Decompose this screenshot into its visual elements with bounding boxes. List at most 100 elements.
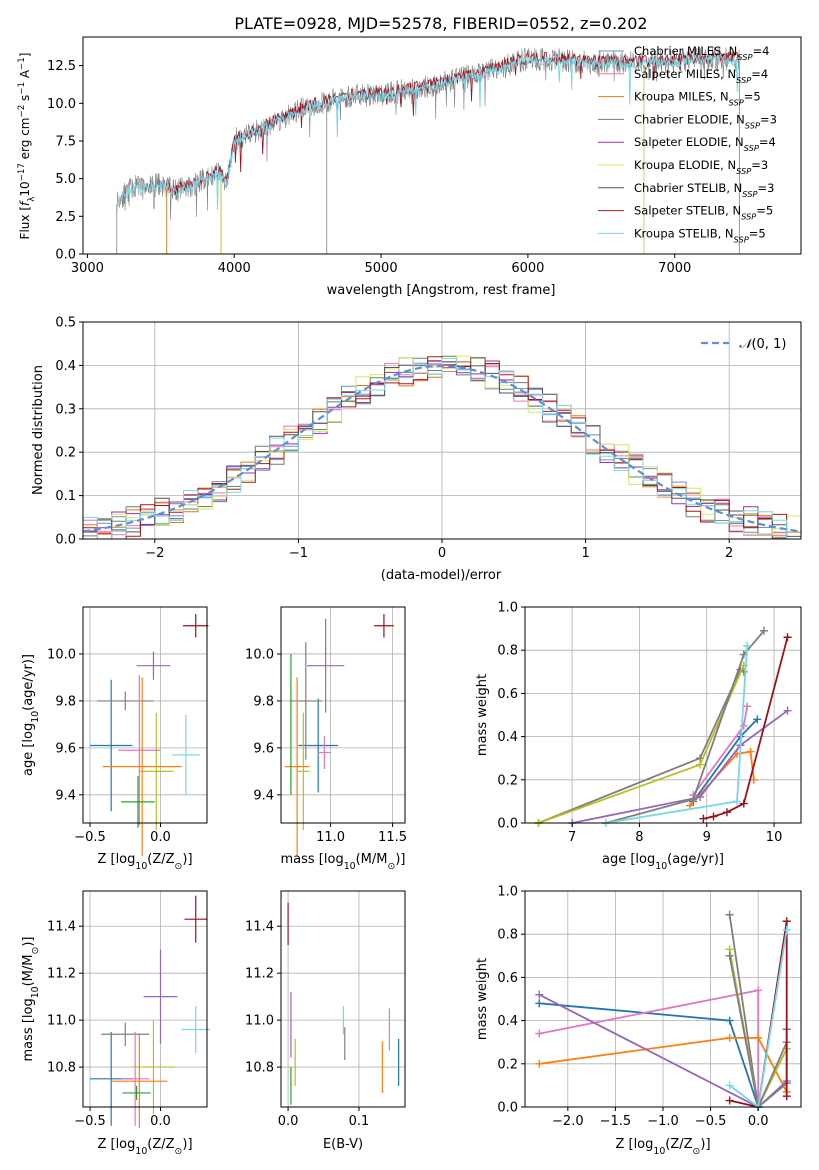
y-tick-label: 9.4 bbox=[253, 788, 274, 803]
y-tick-label: 5.0 bbox=[55, 172, 76, 187]
label-part: 10 bbox=[18, 181, 32, 196]
y-tick-label: 0.4 bbox=[497, 730, 518, 745]
figure-title: PLATE=0928, MJD=52578, FIBERID=0552, z=0… bbox=[234, 14, 647, 33]
weight-marker bbox=[753, 715, 762, 724]
weight-line bbox=[538, 668, 745, 824]
weight-marker bbox=[725, 1016, 734, 1025]
y-axis-label: Flux [fλ10−17 erg cm−2 s−1 A−1] bbox=[17, 53, 37, 240]
y-tick-label: 10.0 bbox=[47, 647, 76, 662]
label-part: ⊙ bbox=[175, 861, 183, 872]
x-tick-label: 0.0 bbox=[150, 1114, 171, 1129]
model-salpeter-stelib bbox=[166, 51, 740, 195]
x-tick-label: −1 bbox=[289, 546, 308, 561]
weight-marker bbox=[739, 799, 748, 808]
label-part: =5 bbox=[744, 90, 761, 104]
label-part: SSP bbox=[742, 189, 757, 199]
label-part: (M/M bbox=[356, 852, 388, 867]
x-tick-label: −2 bbox=[145, 546, 164, 561]
label-part: Salpeter MILES, N bbox=[634, 67, 736, 81]
y-tick-label: 1.0 bbox=[497, 601, 518, 616]
label-part: ⊙ bbox=[387, 861, 395, 872]
y-tick-label: 0.6 bbox=[497, 971, 518, 986]
y-tick-label: 0.8 bbox=[497, 928, 518, 943]
y-tick-label: 10.0 bbox=[245, 647, 274, 662]
label-part: (0, 1) bbox=[751, 337, 786, 352]
y-tick-label: 0.3 bbox=[55, 402, 76, 417]
label-part: Kroupa STELIB, N bbox=[634, 226, 734, 240]
weight-marker bbox=[782, 917, 791, 926]
label-part: SSP bbox=[736, 75, 751, 85]
label-part: )] bbox=[21, 937, 36, 947]
y-axis-label: mass [log10(M/M⊙)] bbox=[21, 937, 41, 1062]
x-tick-label: 0.0 bbox=[150, 830, 171, 845]
label-part: (M/M bbox=[21, 955, 36, 987]
label-part: Z [log bbox=[97, 1137, 135, 1152]
label-part: 10 bbox=[30, 986, 41, 998]
plot-frame bbox=[82, 36, 802, 255]
y-tick-label: 0.6 bbox=[497, 687, 518, 702]
legend-entry: Chabrier STELIB, NSSP=3 bbox=[634, 181, 774, 199]
plot-frame bbox=[280, 606, 406, 824]
x-tick-label: 1 bbox=[581, 546, 589, 561]
label-part: (age/yr)] bbox=[21, 654, 36, 711]
y-tick-label: 10.8 bbox=[47, 1061, 76, 1076]
x-tick-label: −1.0 bbox=[647, 1114, 679, 1129]
y-tick-label: 0.8 bbox=[497, 644, 518, 659]
chart-mass-vs-ebv: 0.0 0.1 10.8 11.0 11.2 11.4 E(B-V) bbox=[245, 890, 406, 1152]
label-part: =3 bbox=[757, 181, 774, 195]
label-part: s bbox=[18, 95, 32, 105]
label-part: Salpeter ELODIE, N bbox=[634, 135, 744, 149]
y-tick-label: 11.4 bbox=[245, 920, 274, 935]
label-part: 10 bbox=[135, 861, 147, 872]
weight-marker bbox=[782, 925, 791, 934]
weight-marker bbox=[782, 1092, 791, 1101]
weight-marker bbox=[759, 626, 768, 635]
x-tick-label: 3000 bbox=[71, 261, 104, 276]
x-axis-label: Z [log10(Z/Z⊙)] bbox=[615, 1137, 710, 1157]
x-tick-label: 2 bbox=[725, 546, 733, 561]
y-tick-label: 9.4 bbox=[55, 788, 76, 803]
weight-marker bbox=[783, 706, 792, 715]
x-tick-label: 0 bbox=[438, 546, 446, 561]
label-part: erg cm bbox=[18, 118, 32, 164]
label-part: SSP bbox=[744, 143, 759, 153]
x-tick-label: 7 bbox=[568, 830, 576, 845]
label-part: ] bbox=[18, 53, 32, 58]
y-tick-label: 11.0 bbox=[245, 1014, 274, 1029]
label-part: Chabrier STELIB, N bbox=[634, 181, 742, 195]
x-tick-label: 11.0 bbox=[316, 830, 345, 845]
x-tick-label: 11.5 bbox=[378, 830, 407, 845]
y-tick-label: 1.0 bbox=[497, 885, 518, 900]
label-part: SSP bbox=[741, 212, 756, 222]
label-part: mass [log bbox=[281, 852, 344, 867]
y-tick-label: 0.0 bbox=[55, 248, 76, 263]
label-part: 10 bbox=[655, 861, 667, 872]
legend-entry: Salpeter ELODIE, NSSP=4 bbox=[634, 135, 776, 153]
label-part: −17 bbox=[17, 163, 27, 181]
chart-age-vs-mass: 11.0 11.5 9.4 9.6 9.8 10.0 mass [log10(M/M⊙)] bbox=[245, 606, 407, 872]
label-part: )] bbox=[182, 1137, 192, 1152]
legend-entry: Kroupa STELIB, NSSP=5 bbox=[634, 226, 766, 244]
y-tick-label: 11.4 bbox=[47, 920, 76, 935]
label-part: −1 bbox=[17, 57, 27, 70]
label-part: SSP bbox=[734, 234, 749, 244]
plot-frame bbox=[524, 606, 802, 824]
label-part: λ bbox=[27, 197, 37, 202]
y-tick-label: 0.0 bbox=[497, 1101, 518, 1116]
weight-marker bbox=[754, 1033, 763, 1042]
weight-marker bbox=[696, 760, 705, 769]
y-axis-label: mass weight bbox=[475, 674, 490, 756]
plot-frame bbox=[280, 890, 406, 1108]
weight-marker bbox=[749, 775, 758, 784]
chart-mass-vs-z: −0.5 0.010.811.011.211.4Z [log10(Z/Z⊙)]ma… bbox=[21, 890, 210, 1157]
weight-marker bbox=[535, 990, 544, 999]
y-tick-label: 10.8 bbox=[245, 1061, 274, 1076]
weight-marker bbox=[725, 951, 734, 960]
x-tick-label: 0.0 bbox=[278, 1114, 299, 1129]
weight-marker bbox=[754, 986, 763, 995]
legend-entry: Kroupa MILES, NSSP=5 bbox=[634, 90, 761, 108]
label-part: )] bbox=[700, 1137, 710, 1152]
label-part: =3 bbox=[751, 158, 768, 172]
x-tick-label: 9 bbox=[703, 830, 711, 845]
